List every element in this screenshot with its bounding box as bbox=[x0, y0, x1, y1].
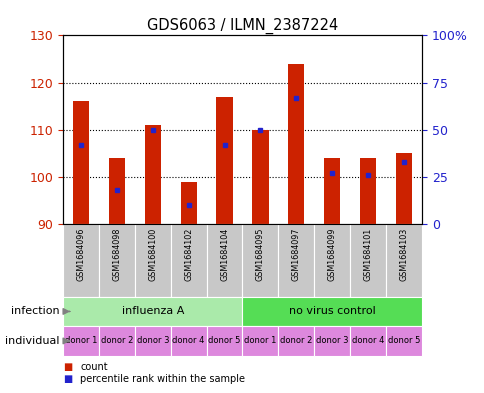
Bar bbox=[395, 153, 411, 224]
Bar bbox=[144, 125, 161, 224]
Bar bbox=[385, 224, 421, 297]
Bar bbox=[278, 326, 314, 356]
Text: donor 1: donor 1 bbox=[65, 336, 97, 345]
Bar bbox=[135, 224, 170, 297]
Bar bbox=[242, 297, 421, 326]
Text: count: count bbox=[80, 362, 107, 373]
Text: GSM1684098: GSM1684098 bbox=[112, 228, 121, 281]
Bar bbox=[170, 224, 206, 297]
Bar bbox=[73, 101, 89, 224]
Text: ■: ■ bbox=[63, 362, 72, 373]
Bar bbox=[314, 326, 349, 356]
Text: donor 5: donor 5 bbox=[387, 336, 419, 345]
Text: donor 3: donor 3 bbox=[136, 336, 169, 345]
Title: GDS6063 / ILMN_2387224: GDS6063 / ILMN_2387224 bbox=[147, 18, 337, 34]
Bar bbox=[349, 326, 385, 356]
Bar bbox=[99, 224, 135, 297]
Bar bbox=[278, 224, 314, 297]
Bar bbox=[170, 326, 206, 356]
Bar bbox=[287, 64, 304, 224]
Text: infection: infection bbox=[11, 307, 60, 316]
Text: donor 5: donor 5 bbox=[208, 336, 240, 345]
Text: donor 4: donor 4 bbox=[351, 336, 383, 345]
Bar bbox=[108, 158, 125, 224]
Text: GSM1684103: GSM1684103 bbox=[399, 228, 408, 281]
Bar bbox=[242, 224, 278, 297]
Bar bbox=[385, 326, 421, 356]
Text: GSM1684101: GSM1684101 bbox=[363, 228, 372, 281]
Bar bbox=[252, 130, 268, 224]
Text: GSM1684099: GSM1684099 bbox=[327, 228, 336, 281]
Text: donor 3: donor 3 bbox=[315, 336, 348, 345]
Bar bbox=[63, 224, 99, 297]
Text: donor 1: donor 1 bbox=[244, 336, 276, 345]
Text: GSM1684097: GSM1684097 bbox=[291, 228, 300, 281]
Bar bbox=[63, 297, 242, 326]
Text: GSM1684095: GSM1684095 bbox=[256, 228, 264, 281]
Bar bbox=[206, 326, 242, 356]
Bar bbox=[349, 224, 385, 297]
Text: donor 4: donor 4 bbox=[172, 336, 204, 345]
Text: no virus control: no virus control bbox=[288, 307, 375, 316]
Text: GSM1684102: GSM1684102 bbox=[184, 228, 193, 281]
Bar bbox=[242, 326, 278, 356]
Text: GSM1684104: GSM1684104 bbox=[220, 228, 228, 281]
Text: percentile rank within the sample: percentile rank within the sample bbox=[80, 374, 244, 384]
Bar bbox=[99, 326, 135, 356]
Text: donor 2: donor 2 bbox=[280, 336, 312, 345]
Text: GSM1684100: GSM1684100 bbox=[148, 228, 157, 281]
Bar bbox=[314, 224, 349, 297]
Text: GSM1684096: GSM1684096 bbox=[76, 228, 85, 281]
Bar bbox=[135, 326, 170, 356]
Bar bbox=[216, 97, 232, 224]
Text: influenza A: influenza A bbox=[121, 307, 183, 316]
Text: ■: ■ bbox=[63, 374, 72, 384]
Text: donor 2: donor 2 bbox=[101, 336, 133, 345]
Bar bbox=[63, 326, 99, 356]
Bar bbox=[206, 224, 242, 297]
Bar bbox=[323, 158, 340, 224]
Bar bbox=[359, 158, 376, 224]
Bar bbox=[180, 182, 197, 224]
Text: individual: individual bbox=[5, 336, 60, 346]
